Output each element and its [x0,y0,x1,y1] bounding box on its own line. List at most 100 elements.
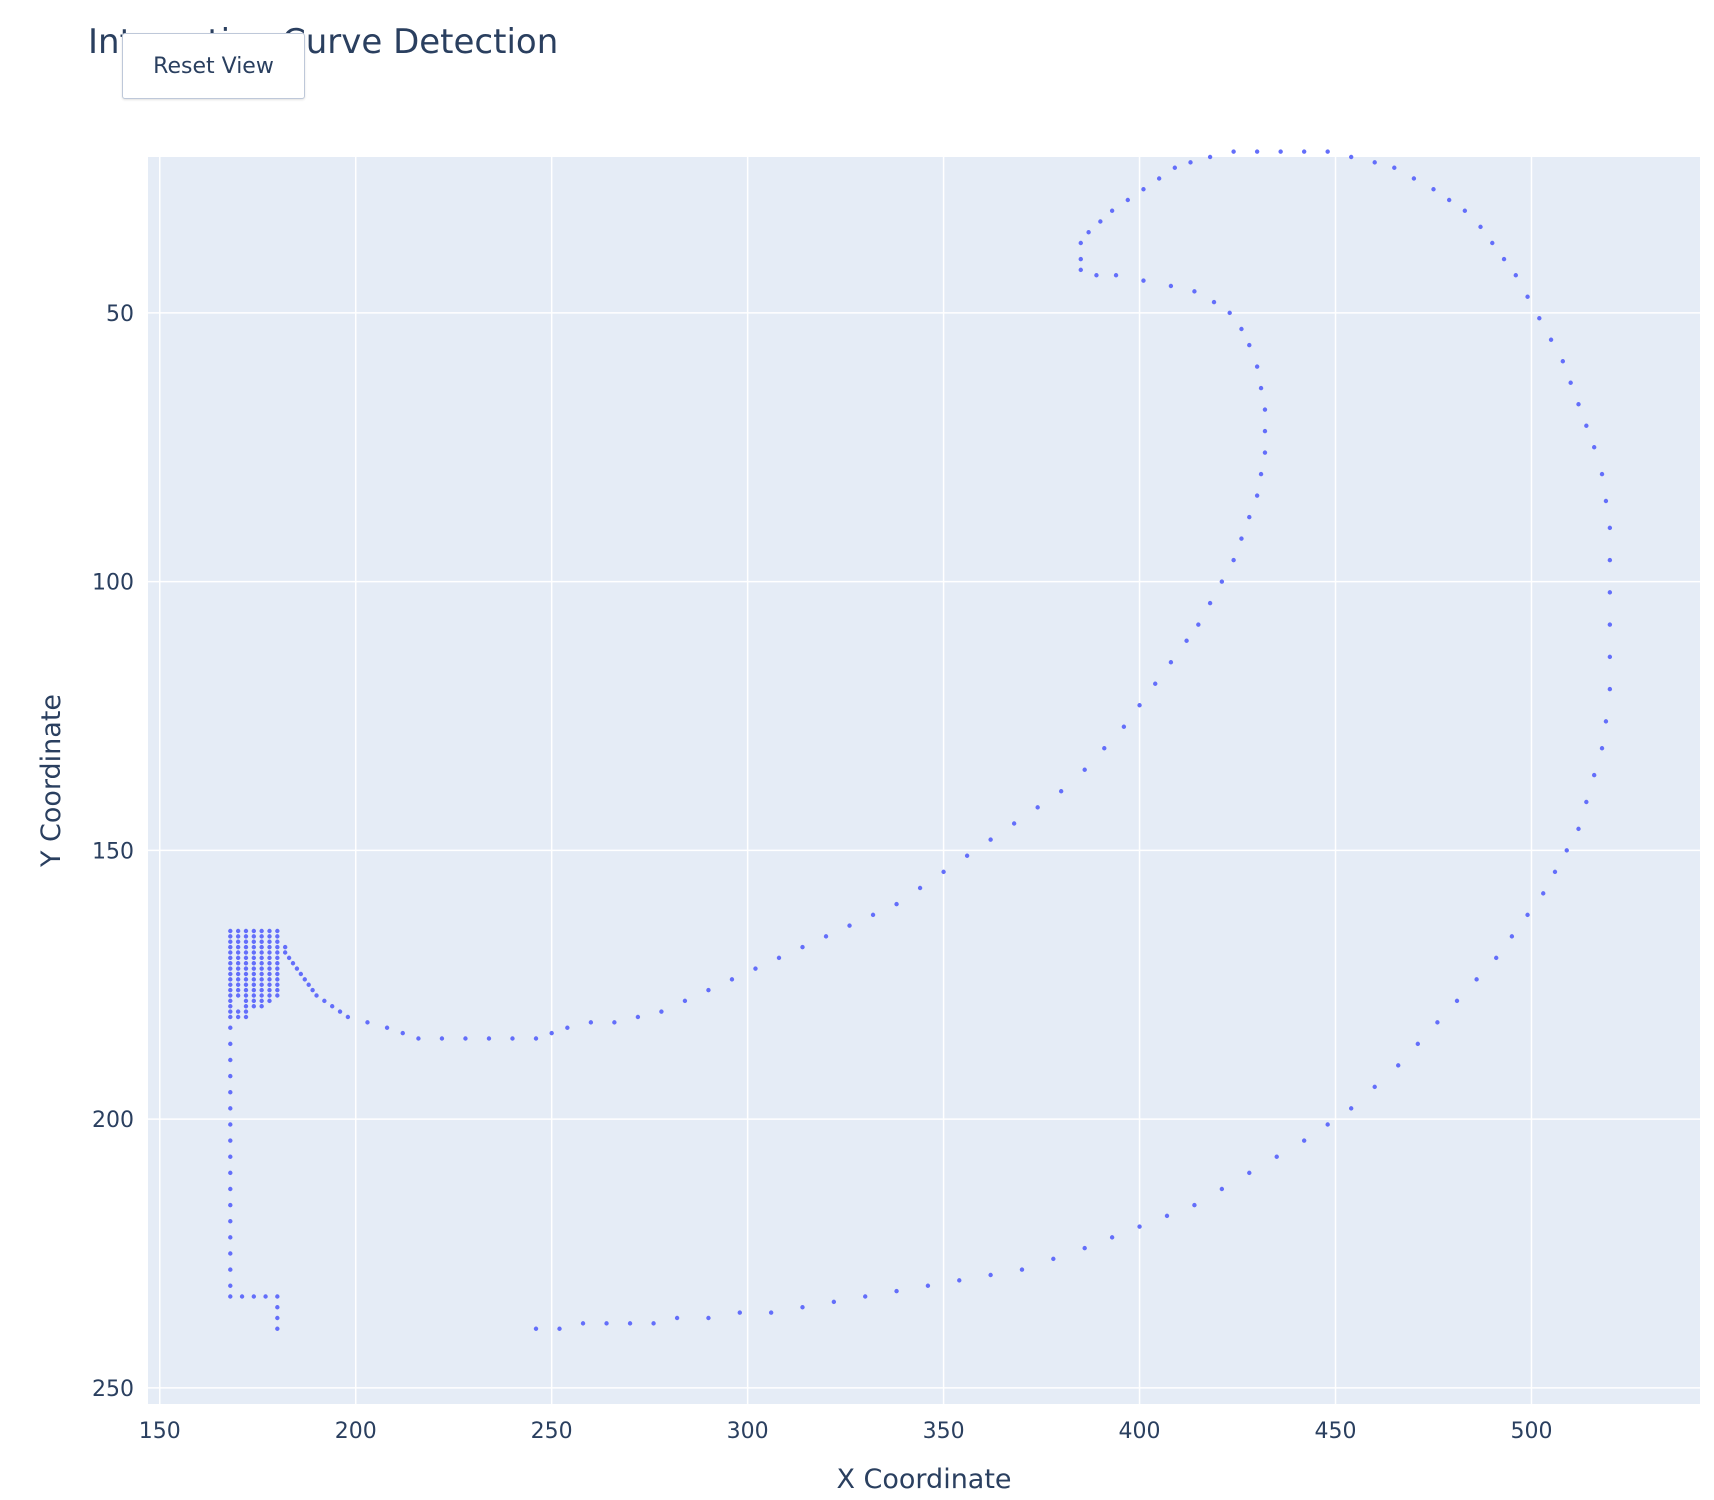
data-point [275,1315,280,1321]
data-point [1584,799,1589,805]
data-point [267,955,272,961]
data-point [1137,1224,1142,1229]
data-point [1262,450,1268,455]
x-tick-label: 150 [139,1419,181,1444]
data-point [1576,402,1581,407]
data-point [753,966,758,971]
data-point [1501,256,1507,262]
data-point [384,1025,390,1030]
data-point [1411,176,1417,181]
data-point [322,998,327,1004]
data-point [1525,294,1530,299]
data-point [228,950,233,955]
data-point [259,944,264,950]
data-point [259,934,264,939]
data-point [1192,289,1197,294]
data-point [1372,160,1377,165]
data-point [768,1310,774,1315]
data-point [894,1288,899,1294]
x-tick-label: 400 [1119,1419,1161,1444]
data-point [251,1294,257,1299]
data-point [251,977,257,982]
data-point [635,1014,641,1020]
data-point [1513,273,1518,278]
data-point [1348,154,1354,160]
data-point [228,1025,233,1030]
data-point [463,1036,468,1041]
data-point [235,928,241,934]
data-point [267,966,272,971]
plot-area[interactable] [148,157,1700,1404]
data-point [1262,428,1268,434]
data-point [275,939,280,944]
data-point [1262,407,1268,412]
data-point [251,993,257,998]
grid [148,157,1700,1404]
data-point [1011,821,1017,826]
x-tick-label: 450 [1315,1419,1357,1444]
data-point [1082,767,1087,772]
data-point [228,1202,233,1208]
data-point [1247,514,1252,520]
data-point [243,944,249,950]
data-point [228,993,233,998]
data-point [1591,445,1597,450]
data-point [510,1036,515,1041]
data-point [1254,493,1260,498]
data-point [1325,149,1330,154]
data-point [267,993,272,998]
data-point [706,987,711,993]
data-point [823,934,829,939]
data-point [228,955,233,961]
data-point [1258,385,1264,391]
data-point [275,1326,280,1331]
data-point [1607,654,1613,660]
data-point [1196,622,1201,627]
data-point [706,1315,711,1321]
data-point [259,950,264,955]
data-point [1172,165,1178,170]
data-point [228,1004,233,1009]
data-point [228,998,233,1004]
data-point [228,977,233,982]
data-point [1490,240,1495,246]
data-point [228,961,233,966]
data-point [533,1036,539,1041]
data-point [251,950,257,955]
data-point [243,939,249,944]
data-point [251,971,257,977]
data-point [1219,579,1225,584]
data-point [228,982,233,987]
data-point [1396,1063,1401,1068]
data-point [1599,746,1605,751]
data-point [1086,230,1091,235]
data-point [682,998,688,1004]
data-point [1478,224,1483,230]
data-point [1247,342,1252,348]
reset-view-button[interactable]: Reset View [122,33,305,99]
data-point [275,993,280,998]
data-point [1274,1154,1279,1159]
data-point [1325,1122,1330,1127]
data-point [286,955,292,961]
data-point [235,939,241,944]
data-point [870,912,876,918]
data-point [1078,256,1083,262]
data-point [243,1004,249,1009]
data-point [275,944,280,950]
data-point [228,1041,233,1047]
data-point [1607,622,1613,627]
data-point [243,977,249,982]
data-point [235,982,241,987]
data-point [1603,719,1609,724]
data-point [282,950,288,955]
data-point [1207,600,1213,606]
data-point [588,1020,594,1025]
data-point [259,1004,264,1009]
data-point [416,1036,421,1041]
data-point [251,966,257,971]
data-point [580,1321,586,1326]
data-point [243,961,249,966]
data-point [275,950,280,955]
